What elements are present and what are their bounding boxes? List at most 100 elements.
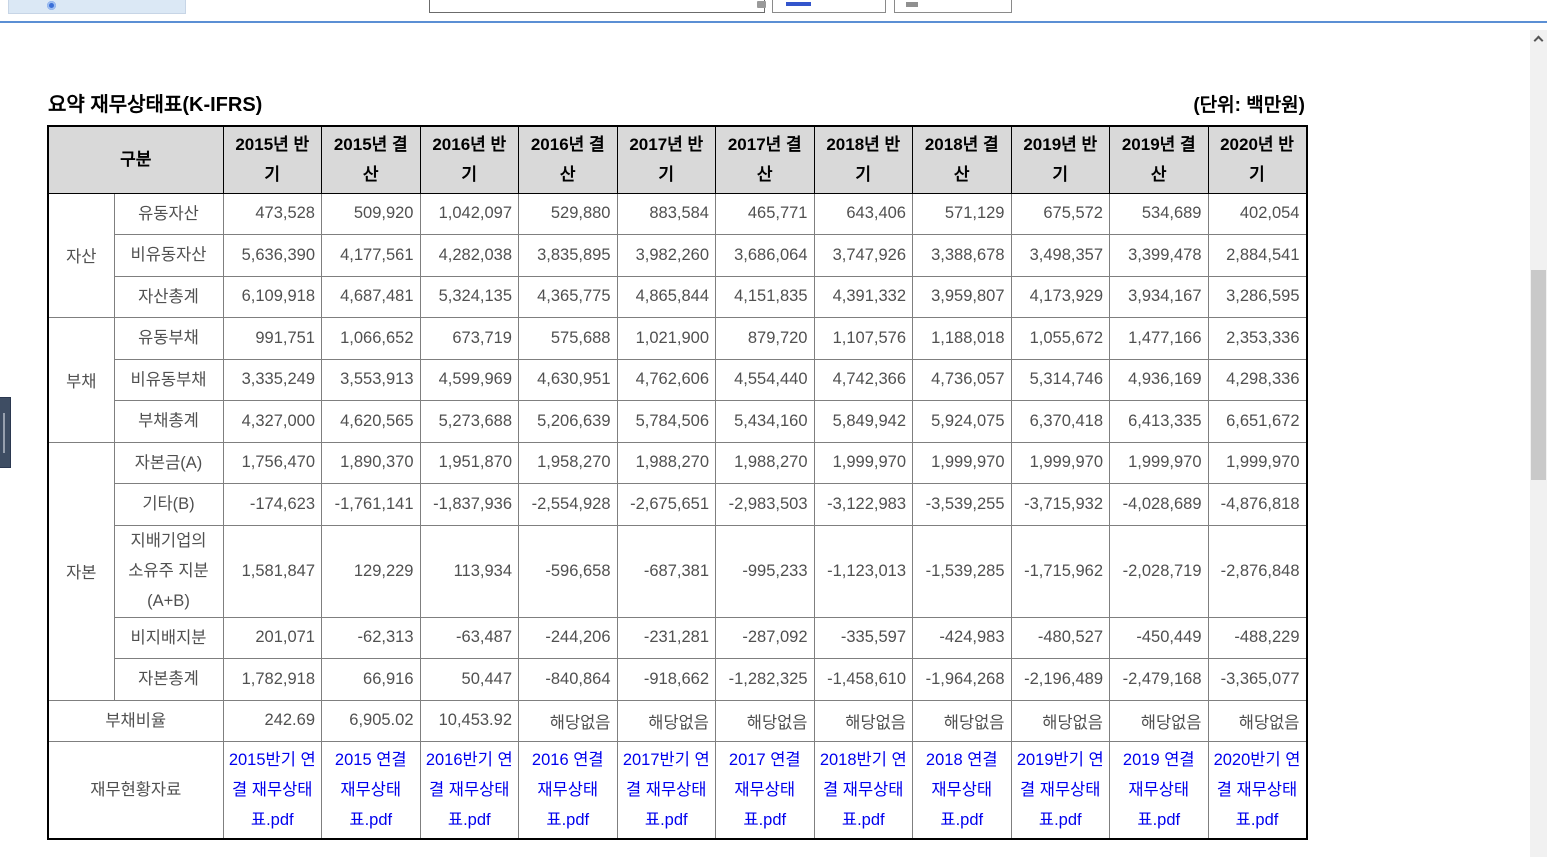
value-cell: -2,479,168 [1109,658,1209,701]
vertical-scrollbar[interactable] [1530,30,1547,857]
table-row: 자산 유동자산 473,528 509,920 1,042,097 529,880 883,… [47,192,1307,318]
value-cell: 1,988,270 [616,441,716,484]
table-row: 자본 자본금(A) 1,756,470 1,890,370 1,951,870 1,958… [47,441,1307,701]
value-cell: -2,983,503 [715,483,815,526]
value-cell: 675,572 [1010,192,1110,235]
value-cell: 1,999,970 [912,441,1012,484]
value-cell: 3,335,249 [222,358,322,401]
pdf-link-cell: 2020반기 연결 재무상태표.pdf [1207,741,1307,839]
value-cell: 113,934 [419,524,519,618]
scrollbar-thumb[interactable] [1531,270,1546,480]
value-cell: -995,233 [715,524,815,618]
scroll-up-button[interactable] [1530,30,1547,47]
value-cell: 1,756,470 [222,441,322,484]
pdf-link-cell: 2018 연결 재무상태표.pdf [912,741,1012,839]
table-row: 비유동자산 5,636,390 4,177,561 4,282,038 3,835,89… [48,234,1307,277]
pdf-link[interactable]: 2016 연결 재무상태표.pdf [531,750,604,829]
value-cell: 3,835,895 [518,234,618,277]
value-cell: 4,742,366 [813,358,913,401]
value-cell: 1,581,847 [222,524,322,618]
pdf-link[interactable]: 2015반기 연결 재무상태표.pdf [228,750,316,829]
tab-favicon-icon [47,1,56,10]
value-cell: 1,999,970 [1109,441,1209,484]
period-header: 2016년 반기 [419,125,519,194]
value-cell: -1,282,325 [715,658,815,701]
value-cell: 6,370,418 [1010,400,1110,443]
value-cell: 1,055,672 [1010,317,1110,360]
value-cell: 3,934,167 [1109,275,1209,318]
value-cell: 3,498,357 [1010,234,1110,277]
value-cell: -335,597 [813,616,913,659]
row-label: 비지배지분 [113,616,224,659]
pdf-link[interactable]: 2015 연결 재무상태표.pdf [334,750,407,829]
pdf-link[interactable]: 2018 연결 재무상태표.pdf [925,750,998,829]
value-cell: -687,381 [616,524,716,618]
pdf-link[interactable]: 2018반기 연결 재무상태표.pdf [819,750,907,829]
table-row: 자본총계 1,782,918 66,916 50,447 -840,864 -918,66… [48,658,1307,701]
value-cell: 해당없음 [1207,699,1307,742]
row-label: 비유동자산 [113,234,224,277]
value-cell: -2,028,719 [1109,524,1209,618]
toolbar-search-input[interactable] [429,0,765,13]
pdf-link[interactable]: 2017 연결 재무상태표.pdf [728,750,801,829]
value-cell: 해당없음 [912,699,1012,742]
pdf-link[interactable]: 2020반기 연결 재무상태표.pdf [1213,750,1301,829]
row-label: 유동자산 [113,192,224,235]
toolbar-dropdown-2[interactable] [894,0,1012,13]
value-cell: 5,314,746 [1010,358,1110,401]
row-group-label: 부채 [47,317,115,443]
value-cell: 5,784,506 [616,400,716,443]
toolbar-dropdown-1[interactable] [772,0,886,13]
value-cell: 해당없음 [1109,699,1209,742]
value-cell: -287,092 [715,616,815,659]
value-cell: -63,487 [419,616,519,659]
unit-label: (단위: 백만원) [1193,95,1305,116]
side-panel-handle[interactable] [0,397,11,468]
value-cell: 6,109,918 [222,275,322,318]
row-label: 자산총계 [113,275,224,318]
value-cell: 1,188,018 [912,317,1012,360]
value-cell: 3,686,064 [715,234,815,277]
pdf-link[interactable]: 2019 연결 재무상태표.pdf [1122,750,1195,829]
value-cell: 해당없음 [616,699,716,742]
value-cell: 4,687,481 [321,275,421,318]
value-cell: -1,761,141 [321,483,421,526]
value-cell: 3,388,678 [912,234,1012,277]
toolbar-tab[interactable] [8,0,186,14]
value-cell: 3,747,926 [813,234,913,277]
row-label: 부채비율 [47,699,224,742]
value-cell: 1,042,097 [419,192,519,235]
table-row: 비유동부채 3,335,249 3,553,913 4,599,969 4,630,95… [48,358,1307,401]
value-cell: 879,720 [715,317,815,360]
value-cell: 3,286,595 [1207,275,1307,318]
value-cell: 5,434,160 [715,400,815,443]
period-header: 2017년 결산 [715,125,815,194]
value-cell: 465,771 [715,192,815,235]
value-cell: -2,876,848 [1207,524,1307,618]
value-cell: 402,054 [1207,192,1307,235]
pdf-link-cell: 2018반기 연결 재무상태표.pdf [813,741,913,839]
pdf-link-cell: 2015반기 연결 재무상태표.pdf [222,741,322,839]
pdf-link[interactable]: 2017반기 연결 재무상태표.pdf [622,750,710,829]
row-label: 지배기업의 소유주 지분 (A+B) [113,524,224,618]
pdf-link[interactable]: 2019반기 연결 재무상태표.pdf [1016,750,1104,829]
value-cell: -1,715,962 [1010,524,1110,618]
value-cell: 4,599,969 [419,358,519,401]
value-cell: 575,688 [518,317,618,360]
value-cell: 해당없음 [813,699,913,742]
value-cell: 673,719 [419,317,519,360]
value-cell: 1,066,652 [321,317,421,360]
value-cell: 1,107,576 [813,317,913,360]
table-container: 구분 2015년 반기 2015년 결산 2016년 반기 2016년 결산 2017년 … [47,125,1308,840]
value-cell: 1,890,370 [321,441,421,484]
value-cell: 6,651,672 [1207,400,1307,443]
period-header: 2019년 반기 [1010,125,1110,194]
page-title: 요약 재무상태표(K-IFRS) [48,94,263,116]
pdf-link[interactable]: 2016반기 연결 재무상태표.pdf [425,750,513,829]
value-cell: -424,983 [912,616,1012,659]
period-header: 2016년 결산 [518,125,618,194]
row-label: 자본금(A) [113,441,224,484]
period-header: 2015년 반기 [222,125,322,194]
value-cell: 2,884,541 [1207,234,1307,277]
